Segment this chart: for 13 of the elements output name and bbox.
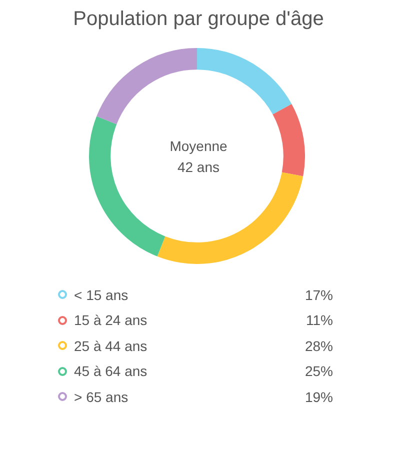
data-label: 17% xyxy=(304,286,333,303)
data-label: 25% xyxy=(304,363,333,380)
text: Moyenne xyxy=(168,137,228,156)
chart-title: Population par groupe d'âge xyxy=(72,8,325,32)
data-label: 11% xyxy=(306,312,333,328)
legend-label: < 15 ans xyxy=(74,286,130,303)
legend-label: 15 à 24 ans xyxy=(74,312,148,328)
text: 42 ans xyxy=(176,158,221,177)
legend-label: > 65 ans xyxy=(74,388,130,405)
legend-label: 25 à 44 ans xyxy=(74,338,148,354)
legend-label: 45 à 64 ans xyxy=(74,363,148,380)
data-label: 28% xyxy=(304,338,333,354)
data-label: 19% xyxy=(304,388,333,405)
